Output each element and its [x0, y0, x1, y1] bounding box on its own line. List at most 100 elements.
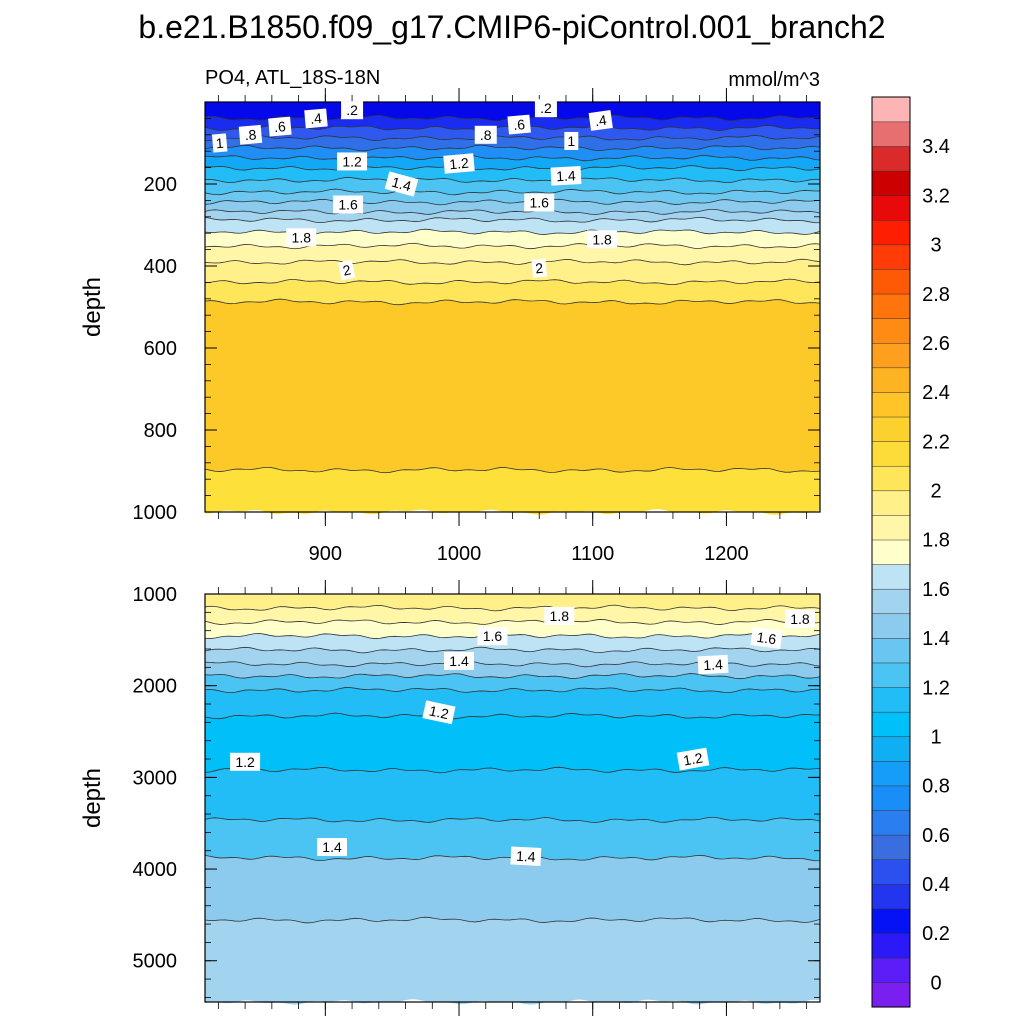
- colorbar-label: 2.6: [922, 333, 950, 355]
- colorbar-swatch: [871, 908, 911, 934]
- contour-line: [204, 604, 821, 612]
- contour-line: [204, 466, 821, 474]
- colorbar-label: 0.6: [922, 825, 950, 847]
- y-tick-label: 1000: [133, 502, 178, 524]
- colorbar-swatch: [871, 416, 911, 442]
- contour-label-text: 1.8: [790, 611, 810, 627]
- colorbar-swatch: [871, 342, 911, 369]
- contour-label: 1.4: [444, 651, 475, 670]
- contour-label: 1: [564, 131, 579, 150]
- colorbar-swatch: [871, 268, 911, 295]
- contour-label-text: .8: [480, 127, 492, 143]
- colorbar-label: 2: [930, 481, 941, 503]
- contour-line: [204, 144, 821, 152]
- x-tick-label: 1100: [571, 543, 614, 565]
- contour-label: 1.2: [676, 747, 710, 771]
- contour-label-box: [333, 195, 364, 214]
- contour-fill-band: [205, 279, 820, 305]
- contour-fill-band: [205, 299, 820, 473]
- contour-label: 1.6: [333, 195, 364, 214]
- contour-fill-band: [205, 155, 820, 171]
- contour-line: [204, 165, 821, 172]
- contour-label-box: [443, 153, 475, 174]
- contour-label-text: .2: [540, 100, 552, 116]
- contour-label-box: [550, 166, 582, 186]
- contour-label-box: [286, 228, 317, 247]
- contour-label: 1.2: [443, 153, 475, 174]
- contour-label: .8: [474, 125, 497, 144]
- contour-line: [204, 198, 821, 206]
- y-tick-label: 1000: [133, 584, 178, 606]
- colorbar-swatch: [871, 514, 911, 541]
- contour-label-text: 1.6: [756, 629, 778, 648]
- contour-label-text: 1.4: [703, 656, 723, 673]
- contour-label: .4: [304, 108, 328, 129]
- y-tick-label: 4000: [133, 859, 178, 881]
- contour-label-box: [587, 230, 618, 249]
- contour-label: 1.2: [230, 752, 261, 771]
- colorbar-swatch: [871, 760, 911, 787]
- contour-line: [204, 712, 821, 720]
- contour-label: .2: [534, 99, 557, 118]
- contour-label-box: [477, 627, 508, 646]
- contour-line: [204, 673, 821, 680]
- contour-line: [204, 135, 821, 141]
- colorbar-swatch: [871, 145, 911, 172]
- contour-label-text: .6: [513, 116, 526, 133]
- colorbar-label: 3.2: [922, 185, 950, 207]
- colorbar-swatch: [871, 391, 911, 418]
- contour-label-box: [268, 116, 292, 137]
- variable-region-label: PO4, ATL_18S-18N: [205, 67, 380, 89]
- contour-label: 1.8: [544, 607, 575, 626]
- y-tick-label: 400: [144, 256, 177, 278]
- x-tick-label: 1000: [437, 543, 482, 565]
- contour-label: 1.8: [784, 609, 815, 628]
- colorbar-swatch: [871, 957, 911, 983]
- colorbar-swatch: [871, 883, 911, 910]
- contour-line: [204, 258, 821, 266]
- y-tick-label: 800: [144, 420, 177, 442]
- contour-label: 1.6: [477, 627, 508, 646]
- contour-fill-band: [205, 229, 820, 249]
- contour-line: [204, 208, 821, 215]
- contour-label: 2: [337, 259, 356, 281]
- y-tick-label: 3000: [133, 767, 178, 789]
- y-tick-label: 600: [144, 338, 177, 360]
- contour-label: 1.4: [317, 838, 348, 857]
- contour-line: [204, 687, 821, 694]
- contour-fill-band: [205, 817, 820, 861]
- contour-line: [204, 278, 821, 286]
- contour-label: 1.2: [337, 152, 368, 171]
- contour-fill-band: [205, 467, 820, 515]
- colorbar-label: 1: [930, 726, 941, 748]
- colorbar-swatch: [871, 367, 911, 393]
- colorbar-label: 3.4: [922, 136, 950, 158]
- contour-label: 1.2: [422, 700, 456, 725]
- colorbar-label: 1.8: [922, 530, 950, 552]
- colorbar-swatch: [871, 687, 911, 713]
- colorbar-label: 1.4: [922, 628, 950, 650]
- contour-fill-band: [205, 243, 820, 265]
- contour-fill-band: [205, 855, 820, 923]
- colorbar-swatch: [871, 932, 911, 959]
- contour-line: [204, 177, 821, 184]
- contour-line: [204, 816, 821, 823]
- colorbar-swatch: [871, 465, 911, 492]
- colorbar-label: 2.8: [922, 284, 950, 306]
- upper-panel: 200 400 600 800 1000 900 1000 1100 1200 depth .2 .2…: [79, 88, 821, 565]
- x-tick-label: 900: [309, 543, 342, 565]
- colorbar-swatch: [871, 441, 911, 467]
- contour-label-text: 1.8: [592, 231, 612, 247]
- contour-label: .2: [341, 101, 364, 120]
- colorbar-swatch: [871, 662, 911, 688]
- contour-label: 1.4: [550, 166, 582, 186]
- colorbar-label: 2.4: [922, 382, 950, 404]
- contour-label-box: [422, 700, 456, 725]
- contour-fill-band: [205, 687, 820, 719]
- colorbar-label: 0.8: [922, 776, 950, 798]
- colorbar-swatch: [871, 834, 911, 860]
- colorbar-swatch: [871, 170, 911, 196]
- contour-label-text: 1: [567, 133, 575, 149]
- contour-line: [204, 242, 821, 250]
